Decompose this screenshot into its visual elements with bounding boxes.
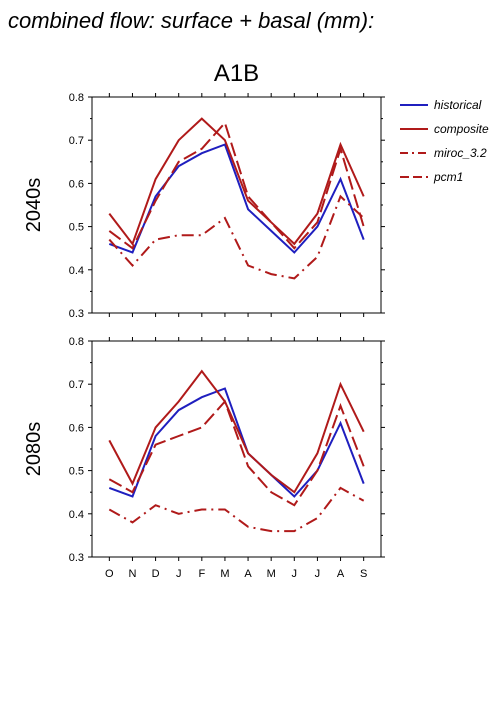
x-tick-label: F <box>198 568 205 580</box>
y-tick-label: 0.7 <box>69 135 84 147</box>
series-line-pcm1 <box>108 399 365 507</box>
legend-label: composite <box>434 122 489 136</box>
series-line-historical <box>108 387 365 498</box>
plot-frame <box>91 340 382 558</box>
chart-title: A1B <box>214 60 259 87</box>
x-tick-label: A <box>244 568 252 580</box>
x-tick-label: J <box>176 568 182 580</box>
x-tick-label: S <box>360 568 367 580</box>
y-tick-label: 0.4 <box>69 509 84 521</box>
legend: historical composite miroc_3.2 pcm1 <box>400 98 489 184</box>
y-tick-label: 0.8 <box>69 92 84 104</box>
x-tick-label: A <box>337 568 345 580</box>
x-tick-label: O <box>105 568 114 580</box>
y-tick-label: 0.6 <box>69 422 84 434</box>
x-tick-label: J <box>315 568 321 580</box>
y-axis-label: 2080s <box>23 422 45 477</box>
y-tick-label: 0.3 <box>69 308 84 320</box>
x-tick-label: N <box>128 568 136 580</box>
plot-frame <box>91 96 382 314</box>
y-tick-label: 0.6 <box>69 178 84 190</box>
y-tick-label: 0.4 <box>69 265 84 277</box>
series-line-miroc-3-2 <box>108 194 365 280</box>
y-tick-label: 0.3 <box>69 552 84 564</box>
chart-panel-2: 0.3 0.4 0.5 0.6 0.7 0.8 O N D J F M A M J J A S 2080s <box>23 336 385 580</box>
y-axis-label: 2040s <box>23 178 45 233</box>
series-line-composite <box>108 117 365 246</box>
x-tick-label: D <box>152 568 160 580</box>
series-line-miroc-3-2 <box>108 486 365 533</box>
y-tick-label: 0.5 <box>69 222 84 234</box>
legend-label: historical <box>434 98 482 112</box>
chart-panel-1: A1B 0.3 0.4 0.5 0.6 0.7 0.8 2040s historical comp… <box>23 60 489 320</box>
page-title: combined flow: surface + basal (mm): <box>8 8 375 33</box>
y-tick-label: 0.8 <box>69 336 84 348</box>
y-tick-label: 0.7 <box>69 379 84 391</box>
series-line-historical <box>108 143 365 254</box>
series-line-composite <box>108 369 365 494</box>
x-tick-label: M <box>220 568 229 580</box>
x-tick-label: M <box>267 568 276 580</box>
x-tick-label: J <box>292 568 298 580</box>
legend-label: pcm1 <box>433 170 463 184</box>
y-tick-label: 0.5 <box>69 466 84 478</box>
series-line-pcm1 <box>108 120 365 250</box>
legend-label: miroc_3.2 <box>434 146 487 160</box>
